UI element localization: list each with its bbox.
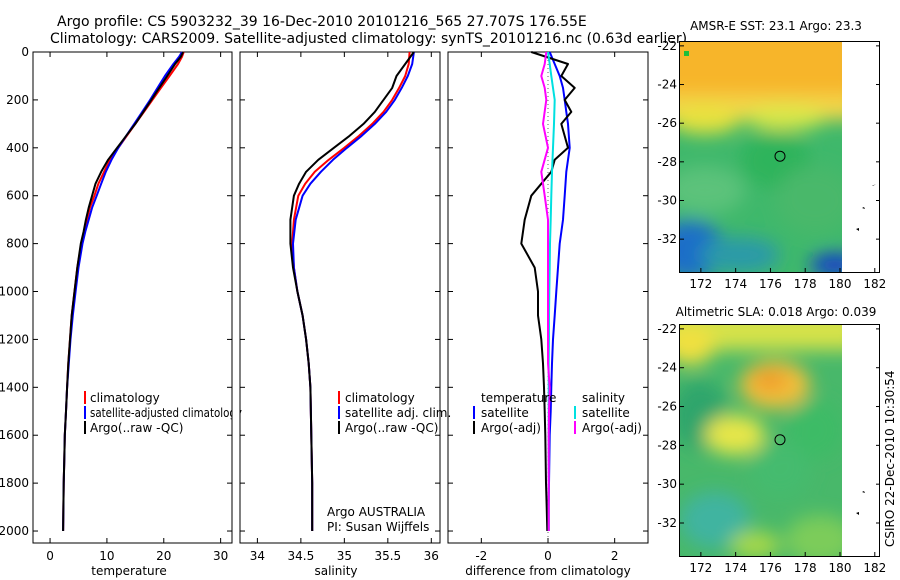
legend-label-sal-argo: Argo(-adj) xyxy=(582,421,642,435)
sst-map-axes: 172 174 176 178 180 182 -22 -24 -26 -28 -30 -32 xyxy=(657,39,886,291)
legend-label-sal-satellite: satellite xyxy=(582,406,630,420)
title-line-1: Argo profile: CS 5903232_39 16-Dec-2010 … xyxy=(57,14,587,30)
x-tick-label: 34 xyxy=(250,549,265,563)
timestamp-label: CSIRO 22-Dec-2010 10:30:54 xyxy=(883,370,897,547)
sla-argo-location-marker xyxy=(774,434,786,446)
legend-label-satellite: satellite adj. clim. xyxy=(345,406,451,420)
y-tick-label: 0 xyxy=(21,45,29,59)
legend-label-climatology: climatology xyxy=(90,391,160,405)
title-line-2: Climatology: CARS2009. Satellite-adjuste… xyxy=(50,31,687,47)
map-y-tick-label: -22 xyxy=(657,39,677,53)
series-line-argo-raw-qc- xyxy=(289,51,415,531)
map-y-tick-label: -24 xyxy=(657,361,677,375)
series-line-satellite xyxy=(547,51,571,531)
x-tick-label: 35 xyxy=(337,549,352,563)
map-x-tick-label: 178 xyxy=(794,561,817,575)
x-tick-label: 10 xyxy=(99,549,114,563)
salinity-legend: climatology satellite adj. clim. Argo(..… xyxy=(338,391,451,435)
map-y-tick-label: -24 xyxy=(657,78,677,92)
map-x-tick-label: 182 xyxy=(863,561,886,575)
difference-legend: temperature satellite Argo(-adj) salinit… xyxy=(473,391,642,435)
sst-map-nodata xyxy=(842,42,880,272)
sst-heatmap xyxy=(680,42,842,272)
map-x-tick-label: 176 xyxy=(759,277,782,291)
x-tick-label: 30 xyxy=(213,549,228,563)
series-line-satellite-adjusted-climatology xyxy=(62,51,183,532)
legend-label-satellite: satellite-adjusted climatology xyxy=(90,406,242,420)
map-x-tick-label: 172 xyxy=(689,561,712,575)
legend-header-salinity: salinity xyxy=(582,391,625,405)
map-y-tick-label: -30 xyxy=(657,477,677,491)
series-line-argo-adj- xyxy=(520,51,576,532)
temperature-legend: climatology satellite-adjusted climatolo… xyxy=(84,391,242,435)
map-x-tick-label: 180 xyxy=(829,561,852,575)
x-tick-label: 0 xyxy=(544,549,552,563)
argo-center-label: Argo AUSTRALIA xyxy=(327,505,426,519)
x-tick-label: 20 xyxy=(156,549,171,563)
sla-map-nodata xyxy=(842,325,880,556)
map-x-tick-label: 178 xyxy=(794,277,817,291)
map-y-tick-label: -26 xyxy=(657,400,677,414)
legend-label-climatology: climatology xyxy=(345,391,415,405)
sla-map-islands xyxy=(856,491,865,515)
difference-axis-label: difference from climatology xyxy=(465,564,631,578)
salinity-plot: 34 34.5 35 35.5 36 xyxy=(240,51,440,563)
y-tick-label: 400 xyxy=(6,141,29,155)
x-tick-label: -2 xyxy=(475,549,487,563)
pi-label: PI: Susan Wijffels xyxy=(327,520,429,534)
y-tick-label: 1200 xyxy=(0,332,29,346)
legend-clip-cover xyxy=(232,405,240,421)
map-x-tick-label: 180 xyxy=(829,277,852,291)
series-line-climatology xyxy=(62,51,185,532)
y-tick-label: 600 xyxy=(6,189,29,203)
sst-map-islands xyxy=(856,184,876,231)
y-tick-label: 200 xyxy=(6,93,29,107)
x-tick-label: 35.5 xyxy=(374,549,401,563)
legend-label-temp-argo: Argo(-adj) xyxy=(481,421,541,435)
y-tick-label: 800 xyxy=(6,237,29,251)
map-y-tick-label: -26 xyxy=(657,116,677,130)
series-line-argo-raw-qc- xyxy=(62,51,185,532)
map-y-tick-label: -28 xyxy=(657,155,677,169)
sla-map-axes: 172 174 176 178 180 182 -22 -24 -26 -28 -30 -32 xyxy=(657,322,886,575)
map-x-tick-label: 182 xyxy=(863,277,886,291)
y-tick-label: 1000 xyxy=(0,285,29,299)
legend-label-argo: Argo(..raw -QC) xyxy=(345,421,438,435)
x-tick-label: 36 xyxy=(424,549,439,563)
map-y-tick-label: -22 xyxy=(657,322,677,336)
map-x-tick-label: 174 xyxy=(724,277,747,291)
y-tick-label: 1800 xyxy=(0,476,29,490)
map-x-tick-label: 176 xyxy=(759,561,782,575)
map-x-tick-label: 172 xyxy=(689,277,712,291)
difference-plot: -2 0 2 xyxy=(448,51,648,563)
sst-map-title: AMSR-E SST: 23.1 Argo: 23.3 xyxy=(690,19,862,33)
salinity-panel-frame xyxy=(239,51,441,544)
map-y-tick-label: -28 xyxy=(657,438,677,452)
x-tick-label: 34.5 xyxy=(288,549,315,563)
sla-map-frame xyxy=(679,324,880,557)
series-line-argo-adj- xyxy=(540,51,551,531)
map-y-tick-label: -32 xyxy=(657,232,677,246)
map-y-tick-label: -32 xyxy=(657,516,677,530)
legend-label-argo: Argo(..raw -QC) xyxy=(90,421,183,435)
sla-heatmap xyxy=(680,325,842,556)
y-tick-label: 1600 xyxy=(0,428,29,442)
temperature-axis-label: temperature xyxy=(91,564,166,578)
x-tick-label: 0 xyxy=(46,549,54,563)
legend-label-temp-satellite: satellite xyxy=(481,406,529,420)
sst-argo-location-marker xyxy=(774,150,786,162)
salinity-axis-label: salinity xyxy=(314,564,357,578)
map-y-tick-label: -30 xyxy=(657,193,677,207)
sla-map-title: Altimetric SLA: 0.018 Argo: 0.039 xyxy=(676,305,877,319)
map-x-tick-label: 174 xyxy=(724,561,747,575)
temperature-plot: 0 10 20 30 0 200 400 600 800 1000 1200 1400 1600 1800… xyxy=(0,45,232,563)
legend-header-temperature: temperature xyxy=(481,391,556,405)
series-line-climatology xyxy=(291,51,411,531)
y-tick-label: 1400 xyxy=(0,380,29,394)
y-tick-label: 2000 xyxy=(0,524,29,538)
sst-map-frame xyxy=(679,41,880,273)
x-tick-label: 2 xyxy=(611,549,619,563)
